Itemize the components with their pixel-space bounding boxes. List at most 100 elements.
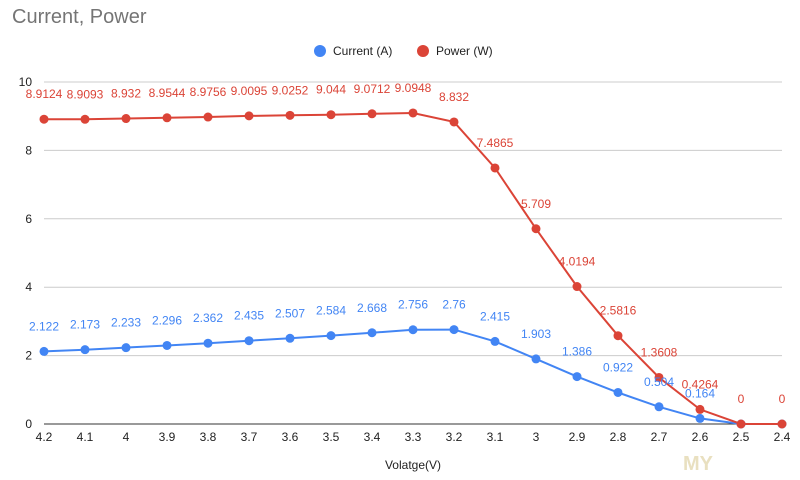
data-point (244, 336, 254, 346)
data-point (654, 402, 664, 412)
data-point (121, 114, 131, 124)
grid-layer (44, 81, 782, 357)
data-point (367, 109, 377, 119)
data-label: 8.9124 (26, 87, 63, 101)
data-point (39, 346, 49, 356)
x-axis-label: Volatge(V) (385, 458, 441, 472)
y-tick-label: 6 (25, 212, 32, 226)
data-label: 0.4264 (682, 377, 719, 391)
data-label: 2.584 (316, 304, 346, 318)
data-label: 2.5816 (600, 304, 637, 318)
data-point (80, 114, 90, 124)
data-label: 0 (779, 392, 786, 406)
x-tick-label: 3.9 (159, 430, 176, 444)
data-label: 0.922 (603, 360, 633, 374)
data-label: 7.4865 (477, 136, 514, 150)
data-point (39, 114, 49, 124)
data-point (695, 404, 705, 414)
data-label: 0 (738, 392, 745, 406)
data-point (203, 112, 213, 122)
data-label: 9.044 (316, 83, 346, 97)
data-label: 9.0948 (395, 81, 432, 95)
x-tick-label: 4.1 (77, 430, 94, 444)
data-label: 2.415 (480, 309, 510, 323)
data-label: 8.932 (111, 87, 141, 101)
data-point (326, 110, 336, 120)
data-point (695, 413, 705, 423)
x-tick-label: 3.1 (487, 430, 504, 444)
data-point (203, 338, 213, 348)
data-point (285, 333, 295, 343)
data-point (449, 325, 459, 335)
x-tick-label: 4.2 (36, 430, 53, 444)
series-points (39, 108, 787, 429)
data-label: 2.296 (152, 313, 182, 327)
data-point (449, 117, 459, 127)
data-label: 2.173 (70, 318, 100, 332)
data-point (326, 331, 336, 341)
data-label: 8.9093 (67, 87, 104, 101)
data-point (572, 282, 582, 292)
data-point (490, 336, 500, 346)
x-tick-label: 3.7 (241, 430, 258, 444)
data-label: 2.435 (234, 309, 264, 323)
data-label: 2.76 (442, 298, 466, 312)
legend-marker (417, 45, 429, 57)
data-point (736, 419, 746, 429)
data-label: 2.756 (398, 298, 428, 312)
data-label: 9.0712 (354, 82, 391, 96)
data-label: 1.903 (521, 327, 551, 341)
data-label: 0.504 (644, 375, 674, 389)
data-label: 8.9756 (190, 85, 227, 99)
data-label: 2.122 (29, 319, 59, 333)
axis-layer: 0 2 4 6 8 10 4.2 4.1 4 3.9 3.8 3.7 3.6 3.5 3.4 3.3 3.2 3.… (19, 75, 791, 444)
data-label: 2.233 (111, 316, 141, 330)
data-label: 1.3608 (641, 345, 678, 359)
x-tick-label: 3 (533, 430, 540, 444)
x-tick-label: 3.8 (200, 430, 217, 444)
data-point (531, 224, 541, 234)
data-point (408, 325, 418, 335)
data-point (777, 419, 787, 429)
data-point (285, 110, 295, 120)
x-tick-label: 3.5 (323, 430, 340, 444)
data-point (490, 163, 500, 173)
x-tick-label: 2.9 (569, 430, 586, 444)
x-tick-label: 2.5 (733, 430, 750, 444)
y-tick-label: 10 (19, 75, 33, 89)
data-point (408, 108, 418, 118)
data-label: 8.9544 (149, 86, 186, 100)
data-point (613, 387, 623, 397)
x-tick-label: 2.4 (774, 430, 791, 444)
data-point (654, 372, 664, 382)
data-label: 5.709 (521, 197, 551, 211)
data-label: 8.832 (439, 90, 469, 104)
data-label: 9.0095 (231, 84, 268, 98)
data-label: 9.0252 (272, 83, 309, 97)
x-tick-label: 3.6 (282, 430, 299, 444)
x-tick-label: 2.7 (651, 430, 668, 444)
legend-entry: Current (A) (333, 44, 392, 58)
data-point (162, 113, 172, 123)
data-labels: 2.122 2.173 2.233 2.296 2.362 2.435 2.507 2.584… (26, 81, 786, 406)
data-point (121, 343, 131, 353)
data-point (572, 372, 582, 382)
legend-marker (314, 45, 326, 57)
data-label: 2.668 (357, 301, 387, 315)
y-tick-label: 4 (25, 280, 32, 294)
x-tick-label: 3.4 (364, 430, 381, 444)
x-tick-label: 2.8 (610, 430, 627, 444)
data-point (367, 328, 377, 338)
data-label: 0.164 (685, 386, 715, 400)
data-point (244, 111, 254, 121)
x-tick-label: 2.6 (692, 430, 709, 444)
data-label: 1.386 (562, 345, 592, 359)
x-tick-label: 3.3 (405, 430, 422, 444)
x-tick-label: 3.2 (446, 430, 463, 444)
chart-title: Current, Power (12, 6, 147, 28)
y-tick-label: 0 (25, 417, 32, 431)
data-label: 4.0194 (559, 255, 596, 269)
data-point (162, 340, 172, 350)
data-label: 2.507 (275, 306, 305, 320)
